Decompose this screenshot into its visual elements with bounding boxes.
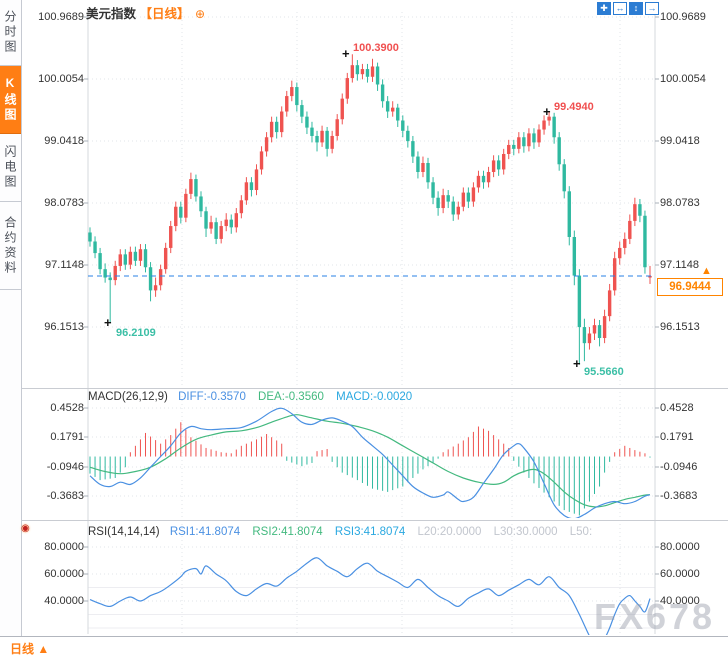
period-selector-arrow-icon: ▲ — [37, 642, 50, 656]
sidebar-item-kline-chart[interactable]: K线图 — [0, 66, 21, 134]
macd-axis-label-right: 0.1791 — [660, 431, 694, 443]
macd-header: MACD(26,12,9) DIFF:-0.3570 DEA:-0.3560 M… — [88, 391, 412, 403]
macd-axis-label-left: 0.4528 — [50, 402, 84, 414]
sidebar-item-contract-info[interactable]: 合约资料 — [0, 202, 21, 290]
rsi-l50-value: L50: — [569, 526, 593, 538]
macd-axis-label-right: -0.0946 — [660, 461, 698, 473]
rsi-axis-label-left: 60.0000 — [44, 568, 84, 580]
price-axis-label-left: 100.9689 — [38, 11, 84, 23]
macd-axis-label-left: -0.0946 — [46, 461, 84, 473]
macd-axis-label-left: -0.3683 — [46, 490, 84, 502]
high-marker-cross: + — [342, 46, 350, 61]
low-marker-cross: + — [104, 315, 112, 330]
zoom-vertical-icon[interactable]: ↕ — [629, 2, 643, 15]
price-axis-label-right: 96.1513 — [660, 321, 700, 333]
price-axis-label-left: 98.0783 — [44, 197, 84, 209]
rsi2-value: RSI2:41.8074 — [252, 526, 323, 538]
step-forward-icon[interactable]: → — [645, 2, 659, 15]
low2-marker-cross: + — [573, 356, 581, 371]
current-price-badge: 96.9444 — [657, 278, 723, 296]
rsi-axis-label-right: 40.0000 — [660, 595, 700, 607]
macd-axis-label-left: 0.1791 — [50, 431, 84, 443]
annotation-high-2: 99.4940 — [554, 101, 594, 113]
chart-type-sidebar: 分时图 K线图 闪电图 合约资料 — [0, 0, 22, 636]
marker-dot-icon[interactable]: ◉ — [21, 523, 30, 534]
rsi-name: RSI(14,14,14) — [88, 526, 160, 538]
period-label: 【日线】 — [139, 7, 190, 21]
pan-icon[interactable]: ✚ — [597, 2, 611, 15]
macd-axis-label-right: -0.3683 — [660, 490, 698, 502]
rsi-header: RSI(14,14,14) RSI1:41.8074 RSI2:41.8074 … — [88, 526, 592, 538]
period-selector-label: 日线 — [10, 642, 35, 656]
price-axis-label-left: 100.0054 — [38, 73, 84, 85]
macd-dea-value: DEA:-0.3560 — [258, 391, 324, 403]
price-axis-label-right: 98.0783 — [660, 197, 700, 209]
sidebar-item-lightning-chart[interactable]: 闪电图 — [0, 134, 21, 202]
sidebar-item-time-chart[interactable]: 分时图 — [0, 0, 21, 66]
annotation-high-1: 100.3900 — [353, 42, 399, 54]
macd-name: MACD(26,12,9) — [88, 391, 168, 403]
rsi1-value: RSI1:41.8074 — [169, 526, 241, 538]
annotation-low-2: 95.5660 — [584, 366, 624, 378]
rsi-axis-label-left: 80.0000 — [44, 541, 84, 553]
price-axis-label-right: 100.9689 — [660, 11, 706, 23]
add-indicator-icon[interactable]: ⊕ — [195, 7, 206, 21]
macd-hist-value: MACD:-0.0020 — [336, 391, 413, 403]
price-axis-label-left: 99.0418 — [44, 135, 84, 147]
chart-toolbar: ✚ ↔ ↕ → — [597, 2, 659, 15]
price-axis-label-right: 97.1148 — [660, 259, 699, 271]
rsi3-value: RSI3:41.8074 — [334, 526, 406, 538]
rsi-l20-value: L20:20.0000 — [417, 526, 482, 538]
rsi-axis-label-left: 40.0000 — [44, 595, 84, 607]
price-axis-label-left: 97.1148 — [45, 259, 84, 271]
price-axis-label-right: 100.0054 — [660, 73, 706, 85]
annotation-low-1: 96.2109 — [116, 327, 156, 339]
macd-diff-value: DIFF:-0.3570 — [178, 391, 246, 403]
zoom-horizontal-icon[interactable]: ↔ — [613, 2, 627, 15]
scroll-to-latest-button[interactable]: ▲ — [701, 265, 712, 277]
macd-axis-label-right: 0.4528 — [660, 402, 694, 414]
high2-marker-cross: + — [543, 104, 551, 119]
instrument-name: 美元指数 — [86, 7, 137, 21]
price-axis-label-right: 99.0418 — [660, 135, 700, 147]
price-axis-label-left: 96.1513 — [44, 321, 84, 333]
chart-title: 美元指数 【日线】 ⊕ — [86, 3, 205, 22]
rsi-axis-label-right: 80.0000 — [660, 541, 700, 553]
rsi-axis-label-right: 60.0000 — [660, 568, 700, 580]
fx678-watermark: FX678 — [594, 596, 716, 637]
rsi-l30-value: L30:30.0000 — [493, 526, 558, 538]
time-axis-bar — [0, 636, 728, 656]
period-selector[interactable]: 日线 ▲ — [10, 640, 49, 657]
